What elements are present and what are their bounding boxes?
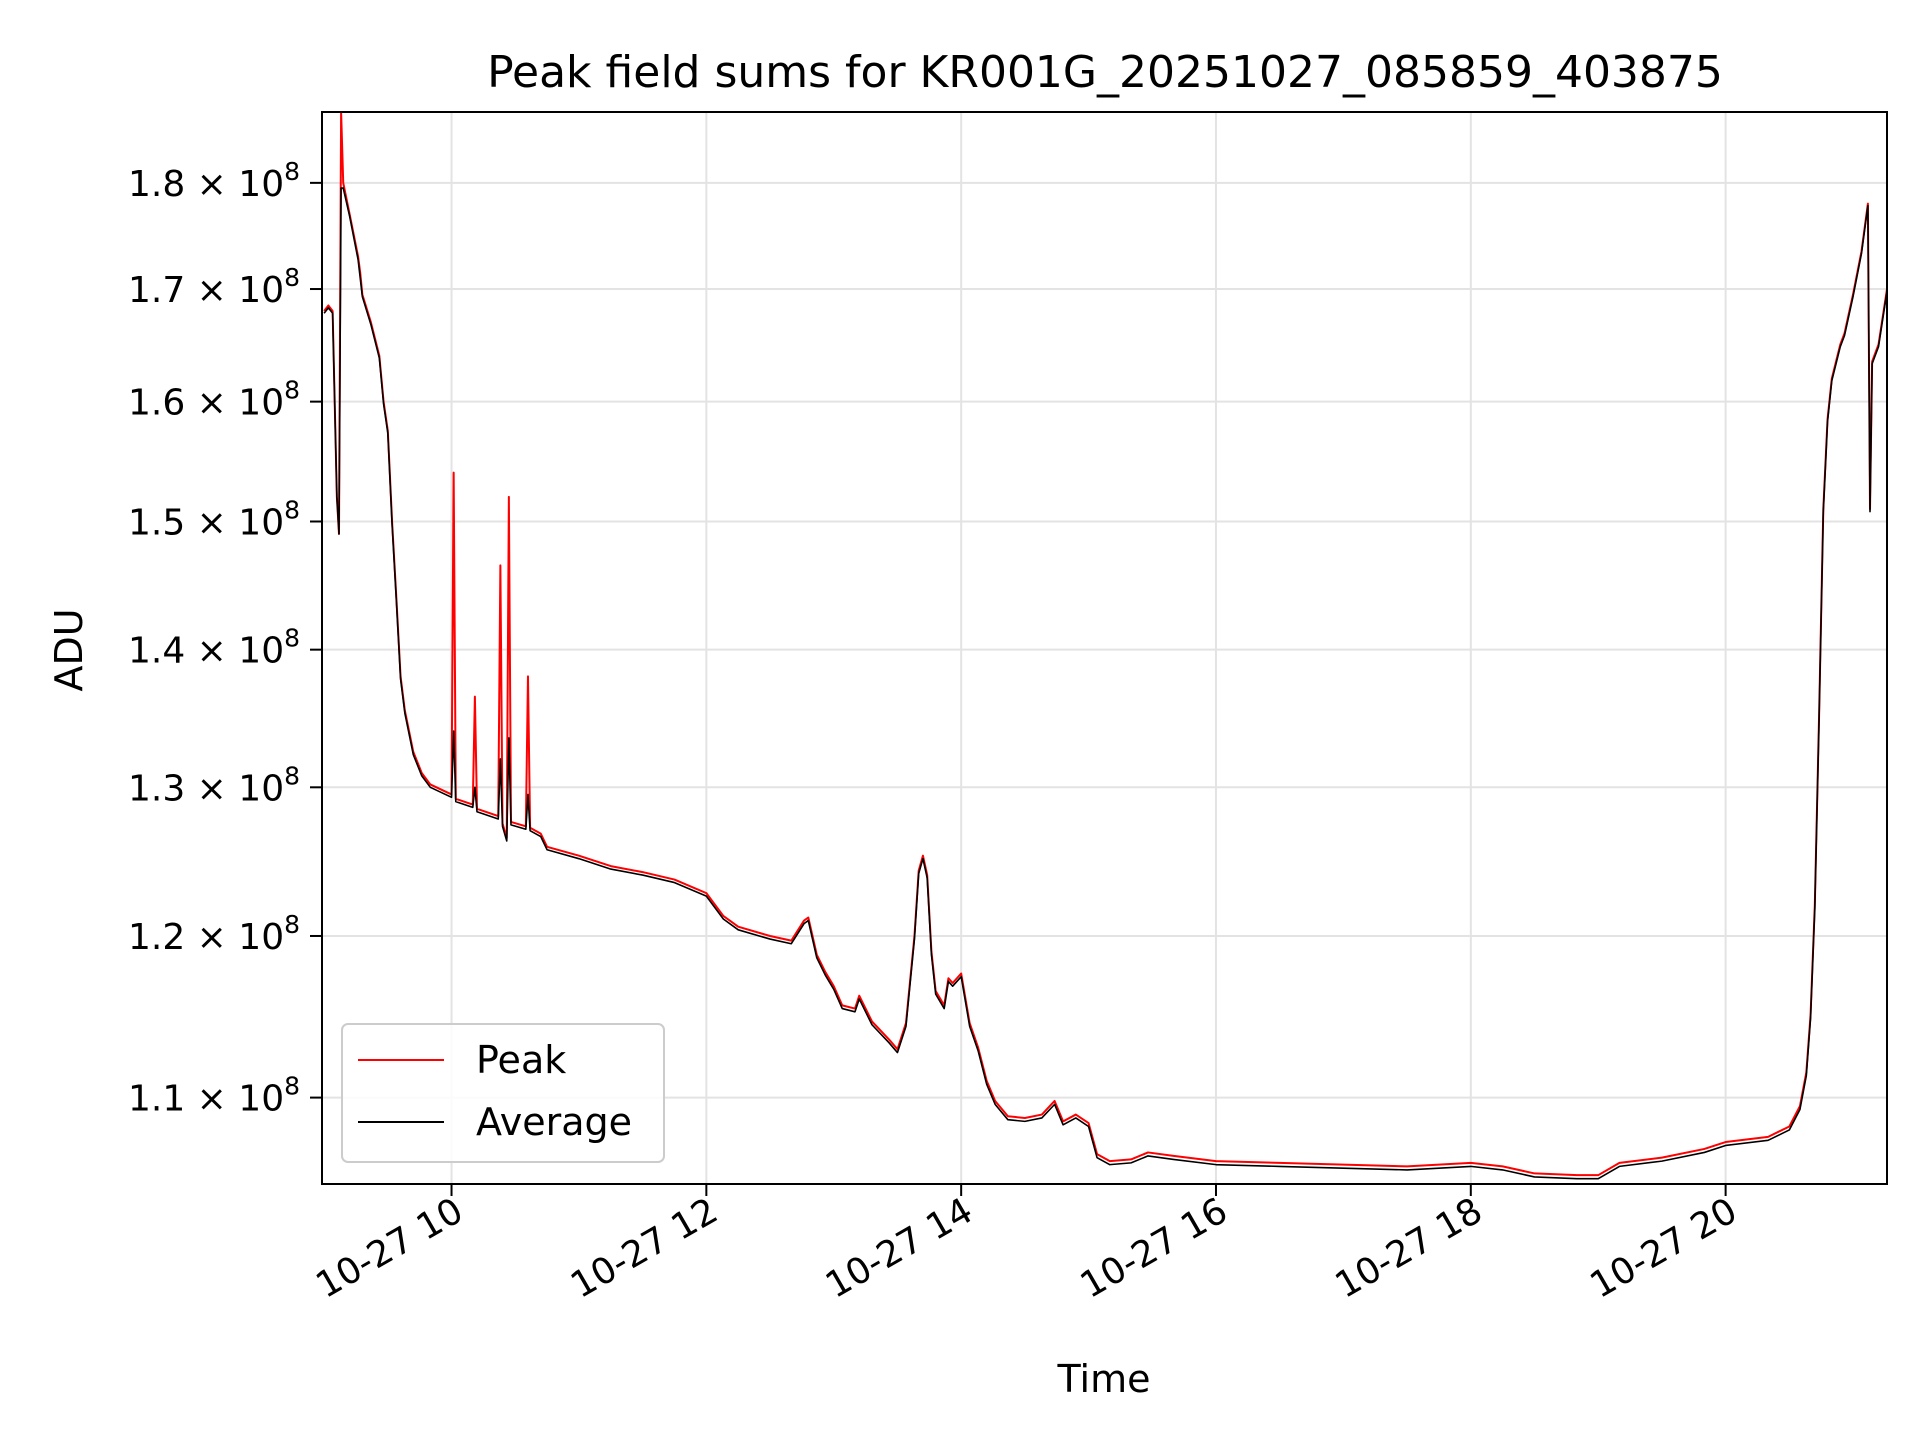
y-tick-label: 1.7 × 108 <box>128 263 300 311</box>
y-tick-times: × 10 <box>185 768 284 809</box>
y-tick-mantissa: 1.5 <box>128 503 185 544</box>
y-tick-times: × 10 <box>185 164 284 205</box>
series-line-average <box>323 187 1887 1180</box>
y-tick-mantissa: 1.2 <box>128 917 185 958</box>
y-tick-label: 1.1 × 108 <box>128 1072 300 1120</box>
y-tick-times: × 10 <box>185 631 284 672</box>
y-tick-exponent: 8 <box>284 910 300 939</box>
plot-series <box>323 112 1887 1180</box>
y-tick-label: 1.5 × 108 <box>128 496 300 544</box>
y-tick-exponent: 8 <box>284 263 300 292</box>
plot-frame <box>321 111 1888 1185</box>
chart-title: Peak field sums for KR001G_20251027_0858… <box>487 47 1723 98</box>
y-tick-label: 1.4 × 108 <box>128 624 300 672</box>
y-tick-mantissa: 1.6 <box>128 383 185 424</box>
y-tick-label: 1.3 × 108 <box>128 761 300 809</box>
y-axis-label: ADU <box>47 608 91 691</box>
legend: Peak Average <box>341 1023 665 1163</box>
y-tick-exponent: 8 <box>284 624 300 653</box>
y-tick-label: 1.6 × 108 <box>128 376 300 424</box>
y-tick-exponent: 8 <box>284 157 300 186</box>
y-tick-times: × 10 <box>185 1079 284 1120</box>
y-tick-exponent: 8 <box>284 761 300 790</box>
legend-label-peak: Peak <box>476 1038 566 1082</box>
x-axis-label: Time <box>1057 1357 1151 1401</box>
y-tick-exponent: 8 <box>284 1072 300 1101</box>
y-tick-mantissa: 1.8 <box>128 164 185 205</box>
y-tick-times: × 10 <box>185 503 284 544</box>
y-tick-mantissa: 1.4 <box>128 631 185 672</box>
y-tick-label: 1.8 × 108 <box>128 157 300 205</box>
y-tick-times: × 10 <box>185 270 284 311</box>
series-line-peak <box>323 112 1887 1177</box>
legend-label-average: Average <box>476 1100 632 1144</box>
y-tick-exponent: 8 <box>284 376 300 405</box>
grid <box>322 112 1887 1184</box>
y-tick-exponent: 8 <box>284 496 300 525</box>
y-tick-mantissa: 1.1 <box>128 1079 185 1120</box>
y-tick-times: × 10 <box>185 383 284 424</box>
y-tick-label: 1.2 × 108 <box>128 910 300 958</box>
y-tick-mantissa: 1.3 <box>128 768 185 809</box>
y-tick-mantissa: 1.7 <box>128 270 185 311</box>
legend-box <box>341 1023 665 1163</box>
y-tick-times: × 10 <box>185 917 284 958</box>
